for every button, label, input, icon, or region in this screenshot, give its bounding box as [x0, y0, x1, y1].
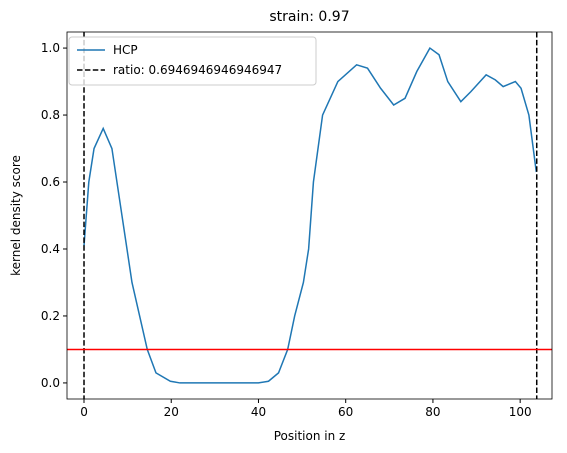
x-axis-label: Position in z	[274, 429, 346, 443]
y-tick-label: 0.0	[41, 376, 60, 390]
y-tick-label: 0.6	[41, 175, 60, 189]
legend-box	[68, 36, 317, 86]
y-tick-label: 0.2	[41, 309, 60, 323]
y-axis-label: kernel density score	[9, 155, 23, 276]
x-tick-label: 80	[425, 405, 440, 419]
x-tick-label: 20	[164, 405, 179, 419]
line-series	[83, 46, 538, 384]
x-tick-label: 100	[509, 405, 532, 419]
legend-label: HCP	[113, 43, 138, 57]
chart-title: strain: 0.97	[269, 9, 349, 25]
legend-label: ratio: 0.6946946946946947	[113, 63, 282, 77]
y-tick-label: 1.0	[41, 41, 60, 55]
axes-frame	[66, 31, 553, 400]
y-tick-label: 0.8	[41, 108, 60, 122]
x-tick-label: 0	[80, 405, 88, 419]
x-tick-label: 40	[251, 405, 266, 419]
y-tick-label: 0.4	[41, 242, 60, 256]
x-tick-label: 60	[338, 405, 353, 419]
